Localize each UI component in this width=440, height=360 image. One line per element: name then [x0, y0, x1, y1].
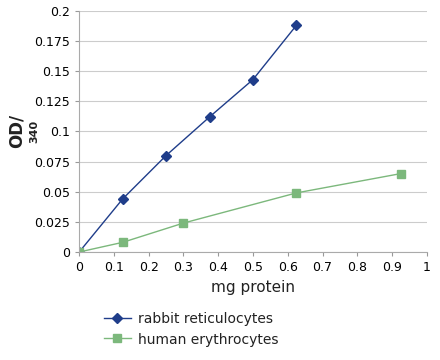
X-axis label: mg protein: mg protein — [211, 280, 295, 294]
human erythrocytes — [120, 240, 125, 244]
rabbit reticulocytes — [120, 197, 125, 201]
Text: 340: 340 — [29, 120, 39, 143]
Line: rabbit reticulocytes: rabbit reticulocytes — [75, 22, 300, 256]
Legend: rabbit reticulocytes, human erythrocytes: rabbit reticulocytes, human erythrocytes — [103, 312, 279, 347]
rabbit reticulocytes — [164, 153, 169, 158]
Text: OD/: OD/ — [7, 114, 26, 148]
human erythrocytes — [398, 171, 403, 176]
rabbit reticulocytes — [294, 23, 299, 27]
human erythrocytes — [77, 250, 82, 254]
Line: human erythrocytes: human erythrocytes — [75, 170, 404, 256]
rabbit reticulocytes — [207, 115, 212, 119]
human erythrocytes — [181, 221, 186, 225]
rabbit reticulocytes — [77, 250, 82, 254]
rabbit reticulocytes — [250, 77, 256, 82]
human erythrocytes — [294, 191, 299, 195]
